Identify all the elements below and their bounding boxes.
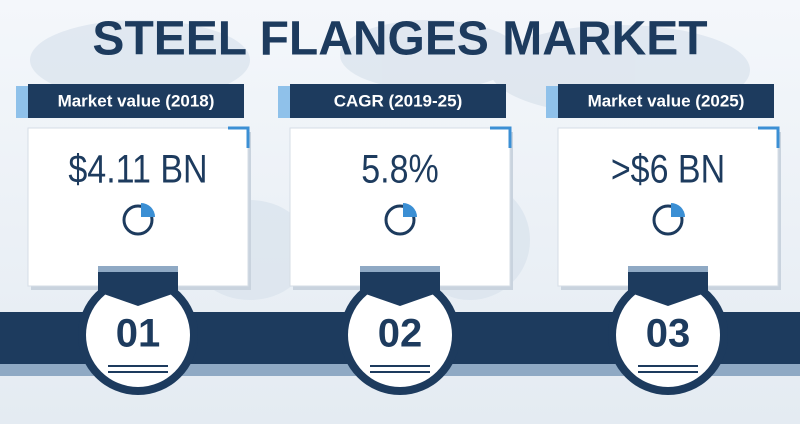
pie-slice	[141, 203, 155, 217]
pointer-top	[98, 266, 178, 272]
pointer	[628, 268, 708, 306]
label-box	[558, 84, 774, 118]
title: STEEL FLANGES MARKET	[92, 13, 707, 66]
number: 02	[378, 312, 423, 356]
number-circle	[86, 283, 190, 387]
number-circle	[348, 283, 452, 387]
label-box	[290, 84, 506, 118]
card-label: Market value (2018)	[58, 91, 215, 110]
pie-icon	[652, 204, 684, 236]
pie-slice	[671, 203, 685, 217]
card-value: $4.11 BN	[68, 146, 207, 191]
label-tab	[16, 86, 30, 118]
number: 03	[646, 312, 691, 356]
label-tab	[278, 86, 292, 118]
pointer-top	[628, 266, 708, 272]
card-value: 5.8%	[361, 146, 438, 191]
number-circle	[616, 283, 720, 387]
pie-icon	[384, 204, 416, 236]
pie-slice	[403, 203, 417, 217]
pointer-top	[360, 266, 440, 272]
pointer	[98, 268, 178, 306]
label-tab	[546, 86, 560, 118]
card-corner	[490, 126, 512, 148]
card-label: CAGR (2019-25)	[334, 91, 463, 110]
card-corner	[758, 126, 780, 148]
card-label: Market value (2025)	[588, 91, 745, 110]
pointer	[360, 268, 440, 306]
number: 01	[116, 312, 161, 356]
pie-icon	[122, 204, 154, 236]
card-corner	[228, 126, 250, 148]
card-value: >$6 BN	[611, 146, 725, 191]
card	[27, 127, 249, 287]
label-box	[28, 84, 244, 118]
